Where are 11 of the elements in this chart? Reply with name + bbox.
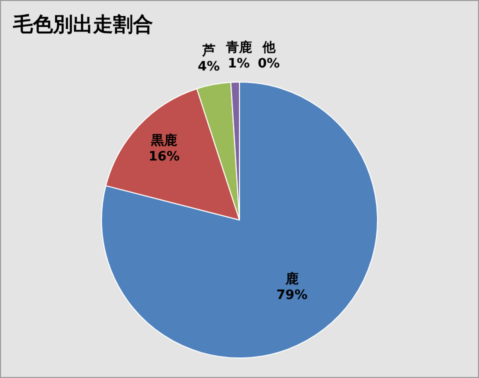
text: 0% bbox=[258, 56, 280, 72]
category-label: 他 bbox=[262, 40, 276, 56]
data-label: 1% bbox=[228, 56, 250, 72]
slice-label: 芦 bbox=[201, 43, 216, 58]
slice-label: 黒鹿 bbox=[150, 132, 178, 149]
slice-label: 鹿 bbox=[284, 270, 298, 287]
slice-label: 青鹿 bbox=[224, 39, 252, 56]
chart-title: 毛色別出走割合 bbox=[13, 11, 153, 38]
data-label: 79% bbox=[276, 288, 308, 303]
data-label: 16% bbox=[148, 150, 180, 165]
data-label: 4% bbox=[198, 59, 220, 74]
